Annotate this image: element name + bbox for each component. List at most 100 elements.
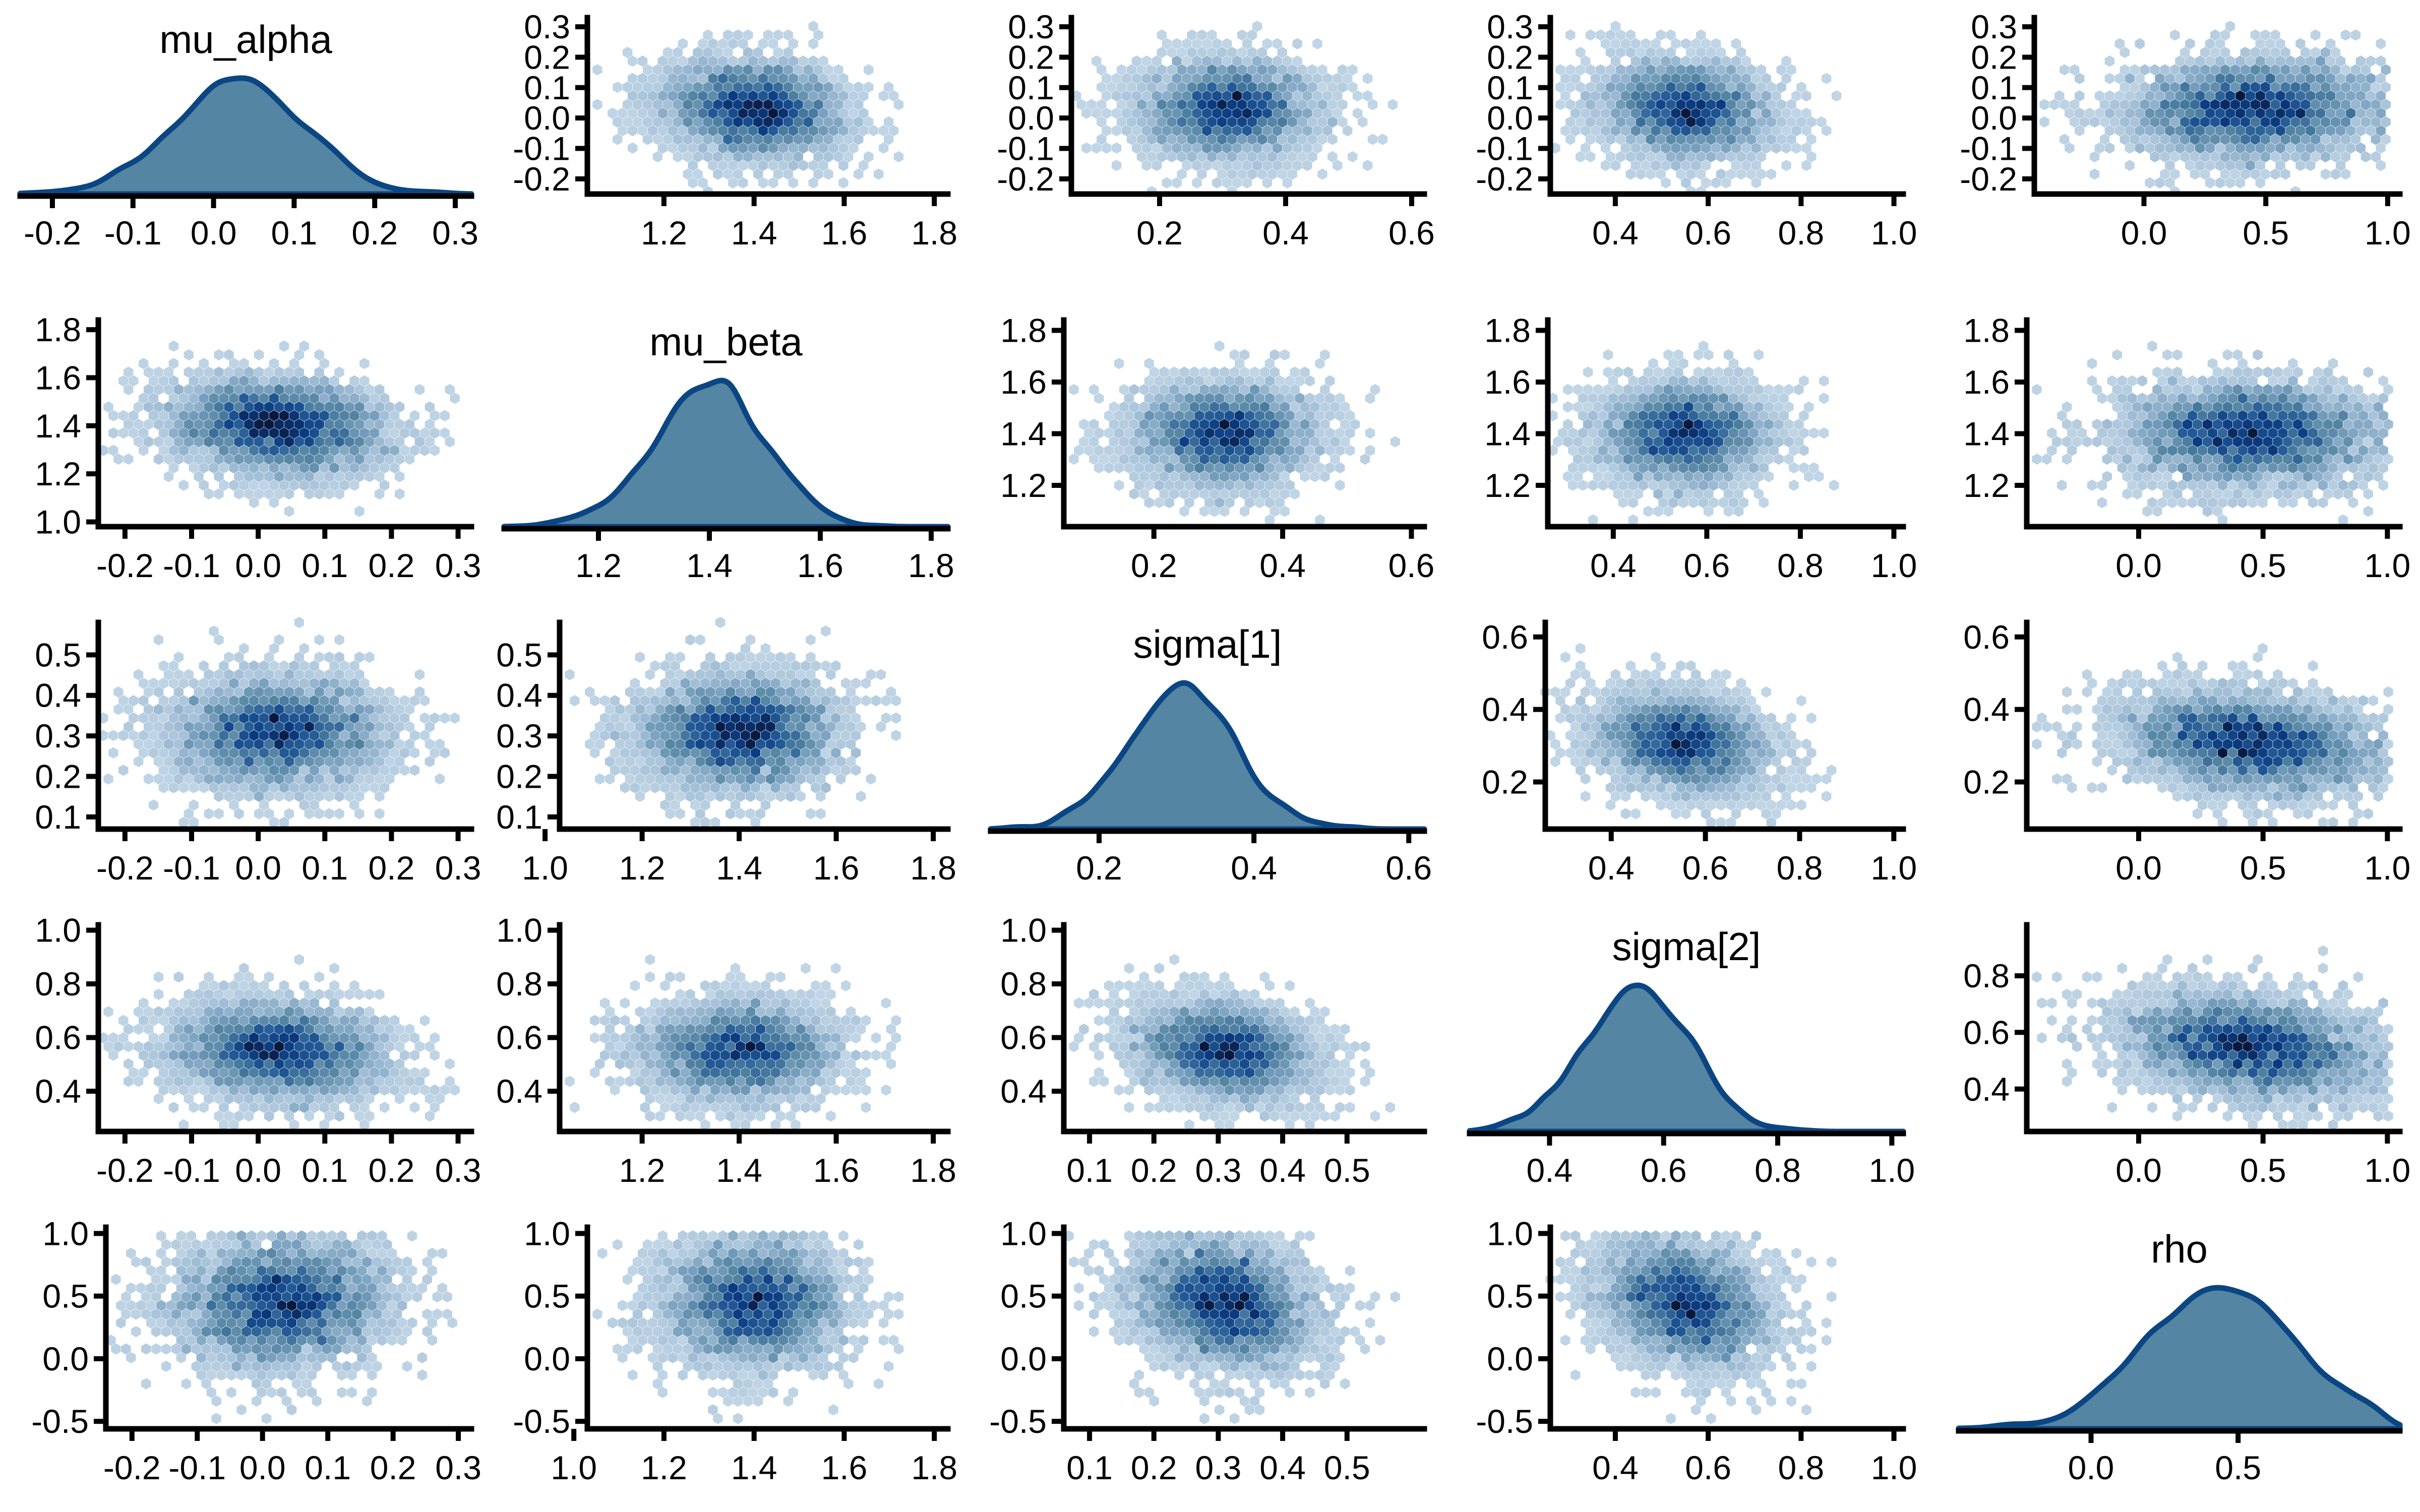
hex-bin [1201,142,1213,154]
hex-bin [1655,116,1666,128]
hex-bin [743,29,753,41]
x-tick-label: 0.1 [301,547,348,584]
y-tick-label: 1.8 [1963,312,2010,349]
hex-bin [1272,107,1283,119]
hex-bin [1317,81,1328,93]
x-tick-label: -0.2 [96,547,154,584]
hex-bin [1766,168,1777,180]
hex-bin [1377,133,1388,146]
hexbin-layer [2039,20,2391,198]
hex-bin [168,340,179,352]
hex-bin [1781,159,1792,172]
x-tick-label: 0.6 [1388,547,1435,584]
hex-bin [1615,46,1626,58]
y-tick-label: 0.1 [524,69,570,106]
x-tick-label: 1.6 [797,547,843,584]
hex-bin [2056,479,2068,491]
hex-bin [1786,64,1797,76]
hex-bin [853,168,864,180]
hex-bin [657,124,668,137]
hex-bin [788,37,799,50]
hex-bin [2031,384,2042,396]
hex-bin [1831,90,1842,102]
y-tick-label: 1.6 [1000,363,1047,401]
hex-bin [876,668,886,681]
hex-bin [2062,703,2072,716]
hex-bin [2172,349,2183,361]
hex-bin [1565,98,1576,111]
y-tick-label: 0.2 [35,758,81,795]
hex-bin [2087,357,2097,370]
hex-bin [1801,124,1812,137]
hex-bin [1685,46,1697,58]
x-tick-label: 1.0 [1871,214,1917,251]
hex-bin [1761,686,1772,698]
hex-bin [1212,176,1223,189]
hex-bin [148,799,159,811]
hex-bin [768,107,778,119]
hex-bin [1650,37,1661,50]
x-tick-label: 0.4 [1231,849,1277,887]
hex-bin [2089,168,2100,180]
panel-r0-c0: mu_alpha-0.2 -0.1 0.0 0.1 0.2 0.3 [17,17,478,251]
hex-bin [687,124,698,137]
panel-r2-c0: -0.2 -0.1 0.0 0.1 0.2 0.30.10.20.30.40.5 [35,616,481,887]
hex-bin [1645,81,1656,93]
hex-bin [1335,479,1345,491]
hex-bin [1781,142,1792,154]
hex-bin [1332,159,1343,172]
hex-bin [414,384,425,396]
hex-bin [1801,90,1812,102]
hex-bin [652,151,663,163]
y-tick-label: 1.2 [1000,467,1047,504]
panel-r0-c1: 1.2 1.4 1.6 1.8-0.2-0.10.00.10.20.3 [513,8,957,251]
hex-bin [1272,72,1283,85]
hex-bin [1706,81,1716,93]
hex-bin [1600,142,1611,154]
x-tick-label: -0.1 [104,214,162,251]
hex-bin [1116,64,1127,76]
hex-bin [1365,427,1375,439]
panel-r2-c2: sigma[1]0.2 0.4 0.6 [988,622,1432,887]
hex-bin [1829,479,1839,491]
hex-bin [778,159,789,172]
hex-bin [1600,72,1611,85]
hexbin-layer [1071,20,1398,198]
x-tick-label: 0.2 [1076,849,1122,887]
x-tick-label: 0.6 [1388,214,1435,251]
hex-bin [1746,64,1757,76]
hex-bin [823,64,834,76]
hex-bin [668,107,678,119]
hex-bin [848,107,859,119]
panel-r1-c3: 0.4 0.6 0.8 1.01.21.41.61.8 [1484,312,1917,585]
hex-bin [2087,781,2097,794]
hex-bin [805,634,816,646]
hex-bin [1176,168,1187,180]
hex-bin [1706,116,1716,128]
hex-bin [1600,159,1611,172]
hex-bin [294,616,305,628]
hex-bin [254,349,265,361]
x-tick-label: 1.8 [908,547,954,584]
x-tick-label: 1.6 [813,849,860,887]
panel-title: mu_alpha [159,17,332,61]
y-tick-label: 1.2 [1484,467,1531,504]
hex-bin [1337,98,1348,111]
density-curve [501,377,951,530]
hex-bin [1297,116,1308,128]
y-tick-label: 0.3 [496,717,542,754]
hexbin-layer [1550,20,1842,198]
panel-r2-c4: 0.0 0.5 1.00.20.40.6 [1963,618,2410,887]
y-tick-label: 1.4 [1484,415,1531,453]
hex-bin [717,37,729,50]
x-tick-label: 0.2 [369,849,415,887]
hex-bin [893,151,904,163]
y-tick-label: 1.4 [1963,415,2010,453]
x-tick-label: 0.0 [191,214,237,251]
hex-bin [1111,159,1122,172]
y-tick-label: 1.2 [1963,467,2010,504]
hex-bin [815,807,826,820]
x-tick-label: 1.4 [716,849,762,887]
panel-r0-c4: 0.0 0.5 1.0-0.2-0.10.00.10.20.3 [1960,8,2410,251]
